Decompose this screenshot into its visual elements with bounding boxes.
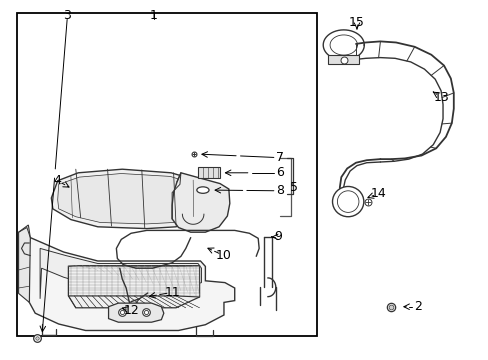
Bar [17, 13, 317, 336]
Polygon shape [68, 266, 199, 308]
Text: 10: 10 [216, 249, 231, 262]
Text: 1: 1 [150, 9, 158, 22]
Text: 14: 14 [370, 187, 386, 200]
Ellipse shape [332, 186, 363, 217]
Polygon shape [19, 225, 30, 302]
Bar [198, 167, 220, 178]
Text: 8: 8 [275, 184, 283, 197]
Polygon shape [40, 248, 201, 299]
Ellipse shape [337, 191, 358, 212]
Polygon shape [68, 266, 199, 297]
Polygon shape [327, 55, 359, 64]
Text: 11: 11 [164, 286, 180, 299]
Polygon shape [172, 173, 229, 232]
Text: 7: 7 [275, 151, 283, 164]
Text: 6: 6 [275, 166, 283, 179]
Polygon shape [29, 238, 234, 330]
Text: 15: 15 [348, 16, 364, 29]
Polygon shape [58, 174, 199, 224]
Text: 3: 3 [63, 9, 71, 22]
Polygon shape [51, 169, 205, 229]
Ellipse shape [196, 187, 209, 193]
Text: 5: 5 [290, 181, 298, 194]
Text: 2: 2 [413, 300, 421, 313]
Text: 12: 12 [123, 304, 139, 317]
Text: 13: 13 [432, 91, 448, 104]
Text: 4: 4 [54, 174, 61, 187]
Polygon shape [108, 303, 163, 322]
Text: 9: 9 [273, 230, 281, 243]
